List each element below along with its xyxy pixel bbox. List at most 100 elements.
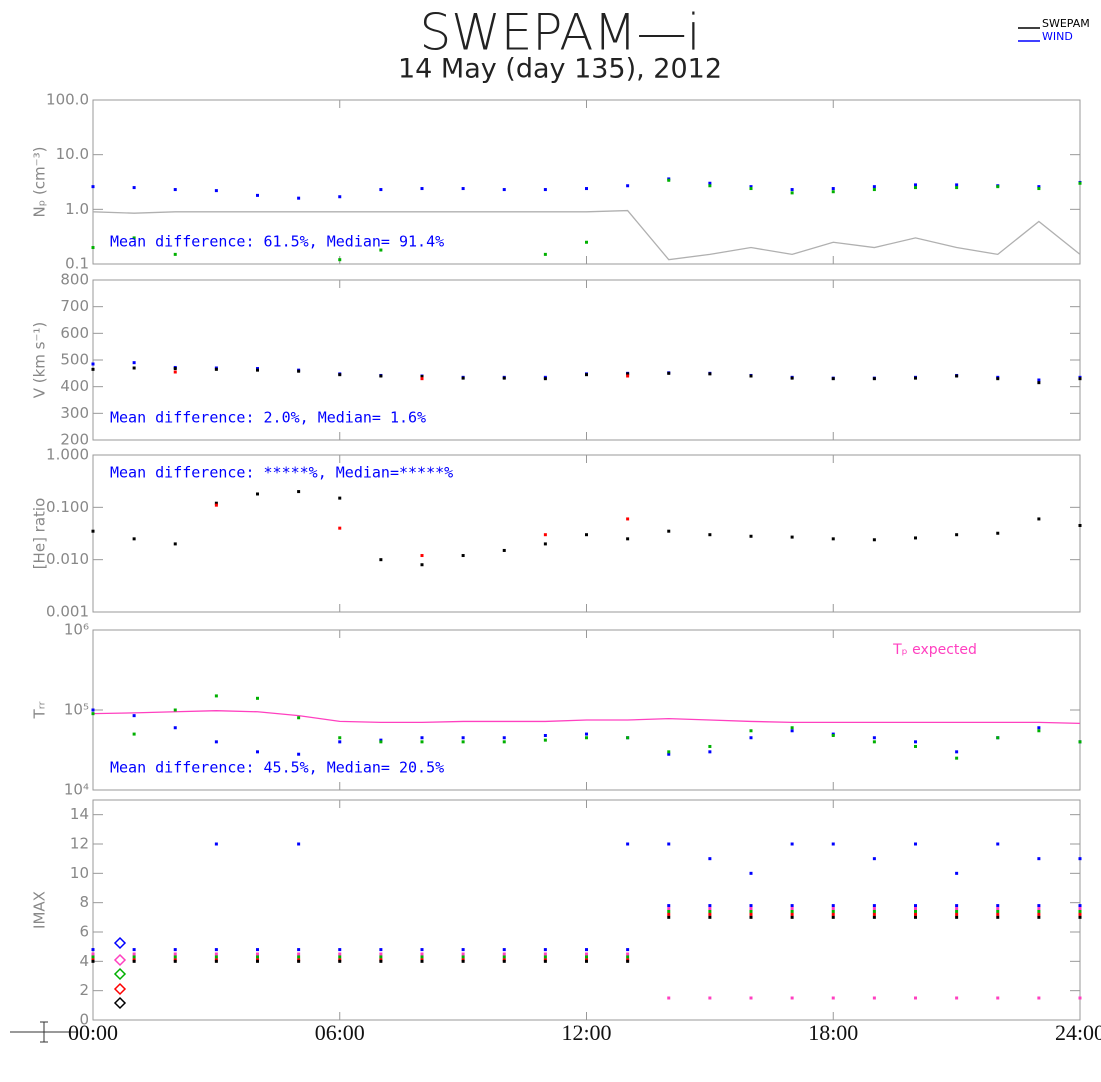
data-point [831,996,835,1000]
data-point [914,996,917,1000]
data-point [379,558,383,562]
data-point [297,196,301,200]
data-point [1078,915,1082,919]
data-point [626,948,630,952]
data-point [585,948,588,952]
data-point [585,533,588,537]
data-point [173,370,177,374]
data-point [173,955,177,959]
data-point [173,367,177,371]
data-point [132,366,136,370]
data-point [708,744,712,748]
annotation: Mean difference: *****%, Median=*****% [110,464,453,482]
data-point [708,907,712,911]
y-axis-label: Nₚ (cm⁻³) [31,147,49,218]
data-point [1037,912,1041,916]
data-point [256,368,259,372]
data-point [831,915,835,919]
data-point [667,752,671,756]
data-point [955,186,959,190]
data-point [872,909,876,913]
data-point [1078,740,1082,744]
y-tick-label: 0.001 [46,603,89,621]
data-point [543,533,547,537]
data-point [585,187,588,191]
data-point [1078,523,1082,527]
data-point [667,912,671,916]
data-point [1037,726,1041,730]
y-tick-label: 4 [79,952,89,970]
data-point [543,952,547,956]
data-point [626,736,630,740]
data-point [996,842,1000,846]
data-point [461,554,465,558]
data-point [297,952,301,956]
y-tick-label: 800 [60,271,89,289]
data-point [297,490,301,494]
data-point [379,952,383,956]
data-point [91,712,95,716]
data-point [420,952,424,956]
data-point [996,736,1000,740]
y-tick-label: 12 [70,835,89,853]
data-point [667,907,671,911]
data-point [1037,907,1041,911]
y-tick-label: 10⁴ [64,781,89,799]
data-point [667,750,671,754]
chart-subtitle: 14 May (day 135), 2012 [398,54,722,85]
data-point [914,536,917,540]
data-point [256,367,259,371]
data-point [749,534,753,538]
data-point [914,915,917,919]
data-point [91,959,95,963]
data-point [626,537,630,541]
data-point [708,904,712,908]
data-point [585,240,588,244]
data-point [173,726,177,730]
data-point [872,185,876,189]
y-tick-label: 600 [60,324,89,342]
data-point [749,187,753,191]
data-point [749,871,753,875]
data-point [626,842,630,846]
data-point [955,915,959,919]
data-point [749,996,753,1000]
data-point [1037,915,1041,919]
data-point [214,501,218,505]
data-point [214,503,218,507]
data-point [790,188,794,192]
data-point [461,955,465,959]
data-point [955,756,959,760]
data-point [996,907,1000,911]
data-point [667,915,671,919]
data-point [831,537,835,541]
data-point [297,955,301,959]
y-tick-label: 500 [60,351,89,369]
y-tick-label: 10⁶ [64,621,89,639]
data-point [543,188,547,192]
data-point [91,955,95,959]
data-point [749,185,753,189]
y-tick-label: 700 [60,297,89,315]
data-point [996,996,1000,1000]
y-tick-label: 0.1 [65,255,89,273]
data-point [749,912,753,916]
data-point [790,191,794,195]
data-point [708,996,712,1000]
data-point [667,178,671,182]
data-point [585,955,588,959]
data-point [1037,909,1041,913]
data-point [790,907,794,911]
data-point [461,948,465,952]
data-point [132,732,136,736]
y-tick-label: 10.0 [56,145,89,163]
annotation: Mean difference: 2.0%, Median= 1.6% [110,409,426,427]
data-point [914,842,917,846]
y-axis-label: IMAX [31,891,49,929]
data-point [708,915,712,919]
data-point [214,842,218,846]
data-point [872,904,876,908]
data-point [914,183,917,187]
data-point [132,959,136,963]
